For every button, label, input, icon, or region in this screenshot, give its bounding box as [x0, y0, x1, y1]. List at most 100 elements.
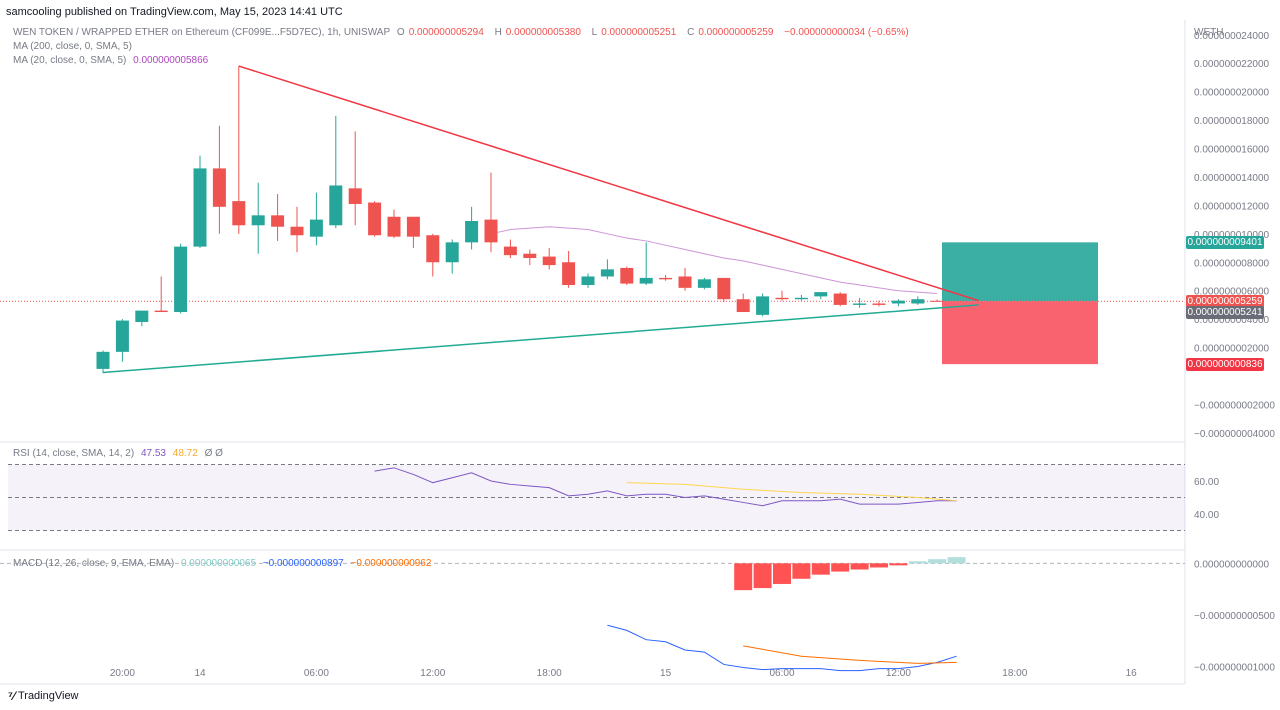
candle: [911, 296, 925, 305]
price-tick-label: 0.000000024000: [1194, 31, 1270, 42]
brand-label: TradingView: [17, 690, 79, 702]
price-tick-label: −0.000000004000: [1194, 429, 1275, 440]
candle: [523, 249, 537, 266]
candle: [309, 192, 323, 246]
candle: [853, 297, 867, 308]
ma20-line: [490, 226, 938, 295]
macd-tick-label: −0.000000001000: [1194, 663, 1275, 674]
candle-body: [814, 292, 828, 297]
macd-pane: 0.000000000000 −0.000000000500 −0.00000000…: [0, 557, 1275, 674]
time-tick-label: 18:00: [1002, 668, 1027, 679]
macd-histogram-bar: [753, 563, 772, 589]
ohlc-change: −0.000000000034 (−0.65%): [784, 27, 909, 38]
ma200-legend[interactable]: MA (200, close, 0, SMA, 5): [13, 41, 136, 52]
candle-body: [193, 168, 207, 247]
candle: [115, 319, 129, 362]
candle: [406, 216, 420, 249]
candles: [96, 66, 944, 374]
candle-body: [309, 219, 323, 237]
price-tick-label: 0.000000010000: [1194, 230, 1270, 241]
price-tick-label: 0.000000018000: [1194, 116, 1270, 127]
macd-tick-label: −0.000000000500: [1194, 611, 1275, 622]
candle: [212, 125, 226, 234]
macd-histogram-bar: [773, 563, 791, 584]
rsi-legend[interactable]: RSI (14, close, SMA, 14, 2) 47.53 48.72 …: [13, 448, 227, 459]
candle: [290, 206, 304, 253]
macd-hist-value: 0.000000000065: [180, 558, 257, 569]
candle: [154, 276, 168, 313]
price-tick-label: 0.000000006000: [1194, 287, 1270, 298]
candle: [251, 182, 265, 254]
ohlc-low: L 0.000000005251: [591, 27, 677, 38]
candle: [232, 66, 246, 234]
candle-body: [891, 300, 905, 304]
candle-body: [581, 276, 595, 286]
rsi-ma-line: [626, 482, 957, 502]
candle-body: [542, 256, 556, 266]
candle-body: [174, 246, 188, 313]
candle: [678, 267, 692, 291]
macd-histogram-bar: [850, 563, 869, 570]
candle: [891, 299, 905, 307]
price-tick-label: 0.000000020000: [1194, 88, 1270, 99]
macd-label: MACD (12, 26, close, 9, EMA, EMA): [13, 558, 175, 569]
candle-body: [135, 310, 149, 322]
stop-loss-zone: [942, 301, 1098, 365]
take-profit-zone: [942, 242, 1098, 302]
time-tick-label: 18:00: [537, 668, 562, 679]
footer-brand[interactable]: ⁷⁄ TradingView: [8, 689, 79, 703]
symbol-title: WEN TOKEN / WRAPPED ETHER on Ethereum (C…: [13, 27, 391, 38]
candle: [872, 300, 886, 307]
time-tick-label: 14: [194, 668, 206, 679]
candle-body: [872, 303, 886, 305]
candle: [697, 277, 711, 290]
candle-body: [406, 216, 420, 237]
currency-label: WETH: [1194, 27, 1223, 38]
candle-body: [445, 242, 459, 263]
price-tick-label: 0.000000008000: [1194, 258, 1270, 269]
macd-tick-label: 0.000000000000: [1194, 559, 1270, 570]
candle-body: [348, 188, 362, 204]
candle-body: [115, 320, 129, 352]
rsi-pane: 60.00 40.00: [8, 464, 1219, 531]
time-tick-label: 12:00: [886, 668, 911, 679]
price-tag: 0.000000000836: [1186, 358, 1264, 372]
candle-body: [426, 235, 440, 263]
macd-line: [607, 624, 957, 672]
candle: [833, 292, 847, 307]
resistance-trendline: [238, 65, 979, 302]
candle-body: [329, 185, 343, 226]
candle: [271, 194, 285, 241]
candle: [329, 115, 343, 229]
price-tick-label: −0.000000002000: [1194, 400, 1275, 411]
candle-body: [639, 277, 653, 284]
candle-body: [387, 216, 401, 237]
rsi-tick-label: 60.00: [1194, 477, 1219, 488]
candle-body: [484, 219, 498, 243]
ma20-value: 0.000000005866: [133, 55, 209, 66]
price-tick-label: 0.000000002000: [1194, 344, 1270, 355]
candle: [503, 239, 517, 258]
ma20-legend[interactable]: MA (20, close, 0, SMA, 5) 0.000000005866: [13, 55, 212, 66]
candle-body: [96, 351, 110, 369]
published-caption: samcooling published on TradingView.com,…: [6, 6, 343, 18]
candle-body: [212, 168, 226, 207]
candle: [426, 233, 440, 277]
time-tick-label: 06:00: [769, 668, 794, 679]
candle-body: [523, 253, 537, 258]
macd-histogram-bar: [811, 563, 830, 575]
candle-body: [678, 276, 692, 288]
candle: [717, 277, 731, 303]
macd-histogram-bar: [870, 563, 888, 568]
candle-body: [503, 246, 517, 256]
rsi-line: [374, 467, 957, 507]
ma200-label: MA (200, close, 0, SMA, 5): [13, 41, 132, 52]
time-tick-label: 06:00: [304, 668, 329, 679]
macd-legend[interactable]: MACD (12, 26, close, 9, EMA, EMA) 0.0000…: [13, 558, 435, 569]
macd-value: −0.000000000897: [262, 558, 344, 569]
macd-histogram-bar: [734, 563, 753, 591]
candle: [368, 201, 382, 237]
candle: [814, 292, 828, 300]
